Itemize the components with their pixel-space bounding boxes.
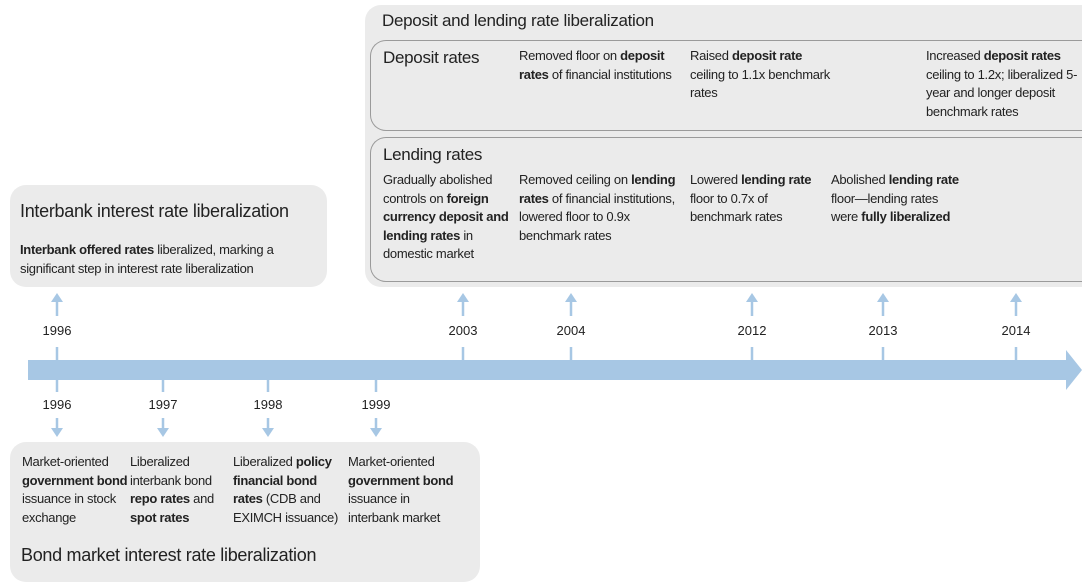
lending-item: Gradually abolished controls on foreign … xyxy=(383,171,511,264)
text-run: floor—lending rates were xyxy=(831,190,939,225)
bond-item: Market-oriented government bond issuance… xyxy=(348,453,458,527)
arrow-head xyxy=(746,293,758,302)
text-run: of financial institutions, lowered floor… xyxy=(519,190,675,243)
lending-item: Abolished lending rate floor—lending rat… xyxy=(831,171,961,227)
text-run: deposit rates xyxy=(519,48,665,82)
timeline-bar xyxy=(28,360,1070,380)
text-run: ceiling to 1.1x benchmark rates xyxy=(690,66,830,101)
box-label: Lending rates xyxy=(383,145,483,164)
text-run: government bond xyxy=(22,472,128,488)
deposit-item: Raised deposit rate ceiling to 1.1x benc… xyxy=(690,47,840,103)
year-label: 2014 xyxy=(1001,323,1031,338)
timeline-head xyxy=(1066,350,1082,390)
text-run: Gradually abolished controls on xyxy=(383,172,493,206)
deposit-lending-panel xyxy=(365,5,1082,287)
text-run: issuance in stock exchange xyxy=(22,491,116,525)
bond-panel xyxy=(10,442,480,582)
panel-title: Deposit and lending rate liberalization xyxy=(382,11,654,30)
arrow-head xyxy=(877,293,889,302)
text-run: issuance in interbank market xyxy=(348,491,441,525)
text-run: in domestic market xyxy=(383,227,474,262)
text-run: floor to 0.7x of benchmark rates xyxy=(690,190,783,225)
text-run: deposit rates xyxy=(983,48,1061,63)
text-run: lending rates xyxy=(519,172,676,206)
text-run: lending rate xyxy=(888,172,959,187)
box-label: Deposit rates xyxy=(383,48,480,67)
deposit-box xyxy=(370,40,1082,131)
arrow-head xyxy=(157,428,169,437)
text-run: spot rates xyxy=(130,509,190,525)
text-run: Raised xyxy=(690,48,732,63)
text-run: Lowered xyxy=(690,172,742,187)
text-run: Liberalized xyxy=(233,454,296,469)
lending-item: Removed ceiling on lending rates of fina… xyxy=(519,171,679,245)
text-run: Increased xyxy=(926,48,984,63)
bond-item: Liberalized policy financial bond rates … xyxy=(233,453,345,527)
text-run: fully liberalized xyxy=(861,209,951,224)
text-run: of financial institutions xyxy=(548,66,672,82)
text-run: repo rates xyxy=(130,491,190,506)
panel-title: Bond market interest rate liberalization xyxy=(21,545,317,565)
bond-item: Liberalized interbank bond repo rates an… xyxy=(130,453,234,527)
year-label: 1996 xyxy=(42,397,72,412)
lending-item: Lowered lending rate floor to 0.7x of be… xyxy=(690,171,820,227)
interbank-panel xyxy=(10,185,327,287)
text-run: deposit rate xyxy=(731,48,803,63)
text-run: Removed floor on xyxy=(519,48,621,63)
bond-item: Market-oriented government bond issuance… xyxy=(22,453,130,527)
arrow-head xyxy=(51,293,63,302)
text-run: Liberalized interbank bond xyxy=(130,454,212,488)
year-label: 2012 xyxy=(737,323,767,338)
text-run: policy financial bond rates xyxy=(233,454,332,506)
text-run: Market-oriented xyxy=(22,454,109,469)
lending-box xyxy=(370,137,1082,282)
arrow-head xyxy=(1010,293,1022,302)
arrow-head xyxy=(565,293,577,302)
arrow-head xyxy=(51,428,63,437)
year-label: 2003 xyxy=(448,323,478,338)
deposit-item: Increased deposit rates ceiling to 1.2x;… xyxy=(926,47,1082,121)
text-run: government bond xyxy=(348,472,454,488)
text-run: liberalized, marking a significant step … xyxy=(20,242,274,276)
text-run: Removed ceiling on xyxy=(519,172,632,187)
interbank-text: Interbank offered rates liberalized, mar… xyxy=(20,241,320,278)
deposit-item: Removed floor on deposit rates of financ… xyxy=(519,47,684,84)
year-label: 2004 xyxy=(556,323,586,338)
arrow-head xyxy=(370,428,382,437)
text-run: lending rate xyxy=(741,172,812,187)
text-run: and xyxy=(189,491,214,506)
panel-title: Interbank interest rate liberalization xyxy=(20,201,289,221)
year-label: 2013 xyxy=(868,323,898,338)
text-run: Interbank offered rates xyxy=(20,242,154,257)
text-run: Market-oriented xyxy=(348,454,435,469)
arrow-head xyxy=(262,428,274,437)
text-run: ceiling to 1.2x; liberalized 5-year and … xyxy=(926,66,1078,119)
arrow-head xyxy=(457,293,469,302)
year-label: 1997 xyxy=(148,397,178,412)
year-label: 1996 xyxy=(42,323,72,338)
text-run: (CDB and EXIMCH issuance) xyxy=(233,491,339,525)
text-run: Abolished xyxy=(831,172,889,187)
year-label: 1998 xyxy=(253,397,283,412)
year-label: 1999 xyxy=(361,397,391,412)
text-run: foreign currency deposit and lending rat… xyxy=(383,190,509,243)
